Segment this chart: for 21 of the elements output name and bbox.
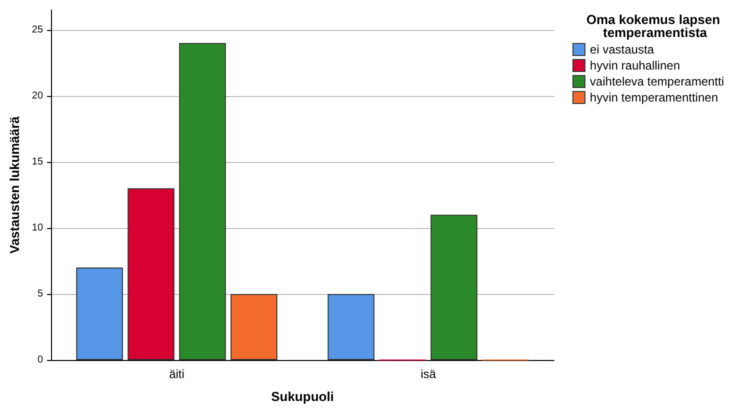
bar <box>230 294 278 360</box>
y-tick-label: 20 <box>32 90 44 102</box>
y-tick-label: 15 <box>32 156 44 168</box>
y-tick-label: 25 <box>32 24 44 36</box>
bar <box>430 214 478 360</box>
x-tick-label: äiti <box>169 367 184 381</box>
y-tick-label: 0 <box>37 354 44 366</box>
y-tick-label: 10 <box>32 222 44 234</box>
legend-label: hyvin rauhallinen <box>590 58 680 72</box>
y-axis-title: Vastausten lukumäärä <box>7 116 22 254</box>
legend-label: hyvin temperamenttinen <box>590 90 718 104</box>
bar <box>328 294 374 360</box>
bar <box>179 43 226 360</box>
x-tick-label: isä <box>420 367 436 381</box>
legend-title: Oma kokemus lapsen temperamentista <box>586 12 724 40</box>
legend-label: ei vastausta <box>590 42 654 56</box>
x-axis-title: Sukupuoli <box>271 389 334 404</box>
bar <box>128 188 174 360</box>
bar <box>76 268 123 360</box>
legend-label: vaihteleva temperamentti <box>590 74 724 88</box>
y-tick-label: 5 <box>37 288 44 300</box>
